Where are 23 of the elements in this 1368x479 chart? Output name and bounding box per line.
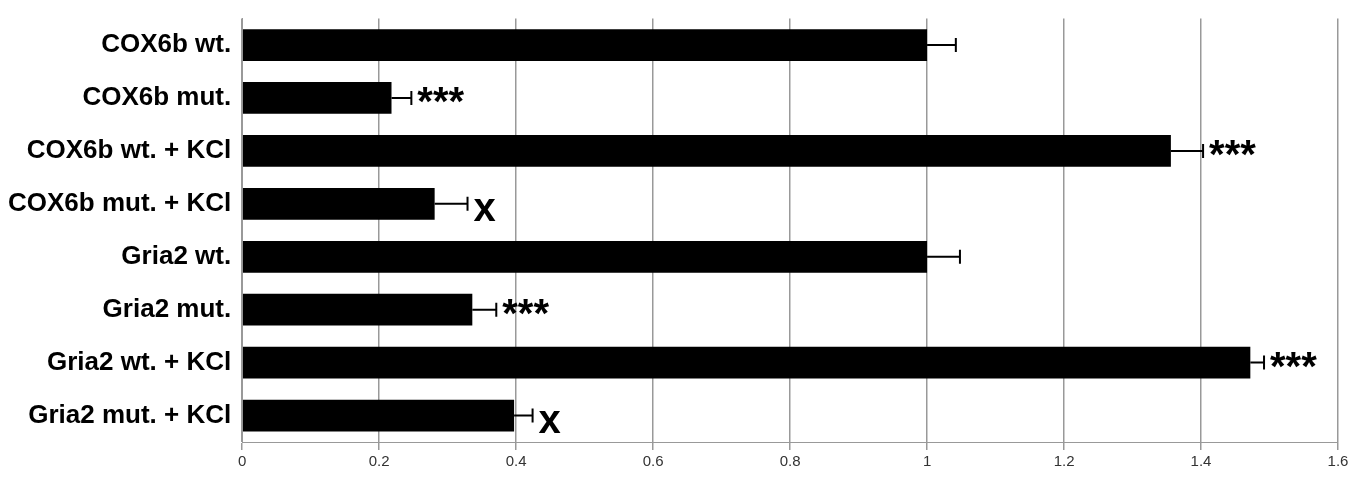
x-tick-label: 1.6	[1327, 452, 1349, 470]
x-tick-label: 0.8	[779, 452, 801, 470]
y-tick-label: COX6b wt. + KCl	[26, 134, 232, 165]
y-tick-label: COX6b wt.	[101, 28, 232, 59]
y-tick-label: Gria2 mut. + KCl	[28, 398, 232, 429]
x-tick-label: 0	[238, 452, 247, 470]
annotation: ***	[502, 290, 550, 335]
annotation: ***	[1270, 343, 1318, 388]
y-tick-label: COX6b mut. + KCl	[7, 187, 232, 218]
y-tick-label: Gria2 wt. + KCl	[46, 345, 232, 376]
annotation: ***	[417, 79, 465, 124]
y-tick-label: COX6b mut.	[82, 81, 232, 112]
annotation: x	[473, 184, 496, 229]
y-tick-label: Gria2 mut.	[102, 292, 232, 323]
x-tick-label: 0.4	[505, 452, 527, 470]
x-tick-label: 0.6	[642, 452, 664, 470]
x-tick-label: 1.4	[1190, 452, 1212, 470]
x-tick-label: 0.2	[368, 452, 390, 470]
x-tick-label: 1	[922, 452, 932, 470]
x-tick-label: 1.2	[1053, 452, 1075, 470]
annotation: x	[538, 396, 561, 441]
y-tick-label: Gria2 wt.	[121, 239, 232, 270]
annotation: ***	[1209, 131, 1257, 176]
